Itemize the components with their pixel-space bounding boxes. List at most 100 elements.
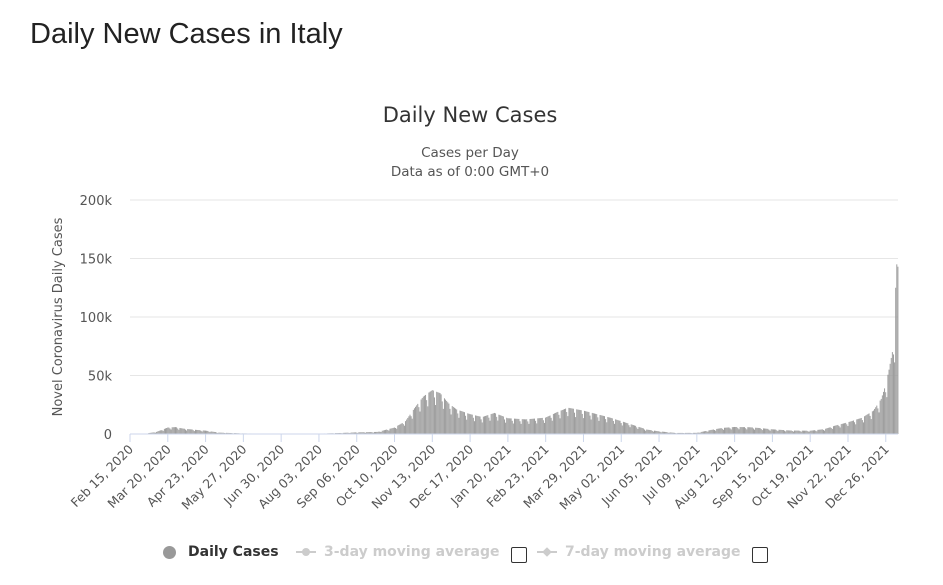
daily-cases-bar[interactable] [427, 406, 429, 434]
daily-cases-bar[interactable] [166, 427, 168, 434]
daily-cases-bar[interactable] [814, 430, 816, 434]
daily-cases-bar[interactable] [511, 420, 513, 434]
daily-cases-bar[interactable] [622, 421, 624, 434]
daily-cases-bar[interactable] [175, 427, 176, 434]
daily-cases-bar[interactable] [788, 430, 790, 434]
daily-cases-bar[interactable] [487, 415, 489, 434]
daily-cases-bar[interactable] [406, 419, 408, 434]
daily-cases-bar[interactable] [465, 415, 467, 434]
daily-cases-bar[interactable] [491, 413, 493, 434]
daily-cases-bar[interactable] [192, 430, 194, 434]
daily-cases-bar[interactable] [420, 399, 422, 434]
daily-cases-bar[interactable] [771, 429, 773, 434]
daily-cases-bar[interactable] [760, 429, 762, 434]
daily-cases-bar[interactable] [442, 408, 444, 434]
daily-cases-bar[interactable] [503, 419, 505, 434]
daily-cases-bar[interactable] [229, 432, 231, 434]
daily-cases-bar[interactable] [188, 429, 190, 434]
daily-cases-bar[interactable] [665, 431, 667, 434]
daily-cases-bar[interactable] [886, 397, 888, 434]
daily-cases-bar[interactable] [436, 391, 438, 434]
daily-cases-bar[interactable] [845, 422, 847, 434]
daily-cases-bar[interactable] [821, 429, 823, 434]
daily-cases-bar[interactable] [479, 416, 481, 434]
daily-cases-bar[interactable] [401, 423, 403, 434]
daily-cases-bar[interactable] [786, 430, 788, 434]
daily-cases-bar[interactable] [425, 394, 427, 434]
daily-cases-bar[interactable] [495, 413, 497, 434]
daily-cases-bar[interactable] [478, 416, 480, 434]
daily-cases-bar[interactable] [162, 430, 164, 434]
daily-cases-bar[interactable] [183, 428, 185, 434]
daily-cases-bar[interactable] [694, 432, 695, 434]
daily-cases-bar[interactable] [656, 430, 658, 434]
daily-cases-bar[interactable] [842, 423, 844, 434]
daily-cases-bar[interactable] [368, 432, 370, 434]
daily-cases-bar[interactable] [178, 429, 180, 434]
daily-cases-bar[interactable] [530, 418, 532, 434]
daily-cases-bar[interactable] [808, 431, 810, 434]
daily-cases-bar[interactable] [779, 429, 781, 434]
daily-cases-bar[interactable] [421, 398, 423, 434]
daily-cases-bar[interactable] [346, 432, 348, 434]
daily-cases-bar[interactable] [375, 431, 377, 434]
daily-cases-bar[interactable] [347, 432, 349, 434]
daily-cases-bar[interactable] [816, 431, 818, 434]
daily-cases-bar[interactable] [895, 287, 897, 434]
daily-cases-bar[interactable] [370, 432, 372, 434]
daily-cases-bar[interactable] [859, 418, 861, 434]
daily-cases-bar[interactable] [220, 432, 222, 434]
daily-cases-bar[interactable] [765, 428, 767, 434]
daily-cases-bar[interactable] [748, 427, 750, 434]
daily-cases-bar[interactable] [483, 416, 485, 434]
daily-cases-bar[interactable] [881, 395, 883, 434]
daily-cases-bar[interactable] [654, 430, 655, 434]
daily-cases-bar[interactable] [701, 431, 703, 434]
daily-cases-bar[interactable] [189, 429, 191, 434]
daily-cases-bar[interactable] [811, 430, 813, 434]
daily-cases-bar[interactable] [515, 418, 517, 434]
daily-cases-bar[interactable] [380, 431, 382, 434]
daily-cases-bar[interactable] [381, 430, 383, 434]
daily-cases-bar[interactable] [460, 410, 462, 434]
daily-cases-bar[interactable] [632, 425, 634, 434]
daily-cases-bar[interactable] [817, 429, 819, 434]
daily-cases-bar[interactable] [456, 409, 458, 434]
daily-cases-bar[interactable] [704, 431, 705, 434]
daily-cases-bar[interactable] [348, 432, 350, 434]
daily-cases-bar[interactable] [741, 427, 743, 434]
daily-cases-bar[interactable] [173, 427, 175, 434]
daily-cases-bar[interactable] [885, 392, 887, 434]
daily-cases-bar[interactable] [557, 411, 559, 434]
daily-cases-bar[interactable] [608, 417, 610, 434]
daily-cases-bar[interactable] [489, 420, 491, 434]
daily-cases-bar[interactable] [408, 416, 410, 434]
daily-cases-bar[interactable] [213, 431, 215, 434]
daily-cases-bar[interactable] [470, 414, 472, 434]
daily-cases-bar[interactable] [870, 419, 872, 434]
daily-cases-bar[interactable] [351, 432, 353, 434]
daily-cases-bar[interactable] [735, 426, 737, 434]
daily-cases-bar[interactable] [486, 415, 488, 434]
daily-cases-bar[interactable] [609, 417, 611, 434]
daily-cases-bar[interactable] [726, 427, 728, 434]
daily-cases-bar[interactable] [597, 417, 599, 434]
daily-cases-bar[interactable] [536, 423, 538, 434]
daily-cases-bar[interactable] [159, 430, 161, 434]
daily-cases-bar[interactable] [193, 431, 195, 434]
daily-cases-bar[interactable] [584, 410, 585, 434]
daily-cases-bar[interactable] [612, 420, 614, 434]
daily-cases-bar[interactable] [777, 431, 779, 434]
daily-cases-bar[interactable] [161, 430, 163, 434]
daily-cases-bar[interactable] [405, 421, 407, 434]
daily-cases-bar[interactable] [169, 428, 171, 434]
daily-cases-bar[interactable] [428, 392, 430, 434]
daily-cases-bar[interactable] [219, 432, 221, 434]
daily-cases-bar[interactable] [829, 427, 831, 434]
daily-cases-bar[interactable] [171, 427, 173, 434]
daily-cases-bar[interactable] [481, 422, 483, 434]
daily-cases-bar[interactable] [520, 423, 522, 434]
daily-cases-bar[interactable] [749, 427, 751, 434]
daily-cases-bar[interactable] [463, 412, 465, 434]
daily-cases-bar[interactable] [197, 429, 199, 434]
